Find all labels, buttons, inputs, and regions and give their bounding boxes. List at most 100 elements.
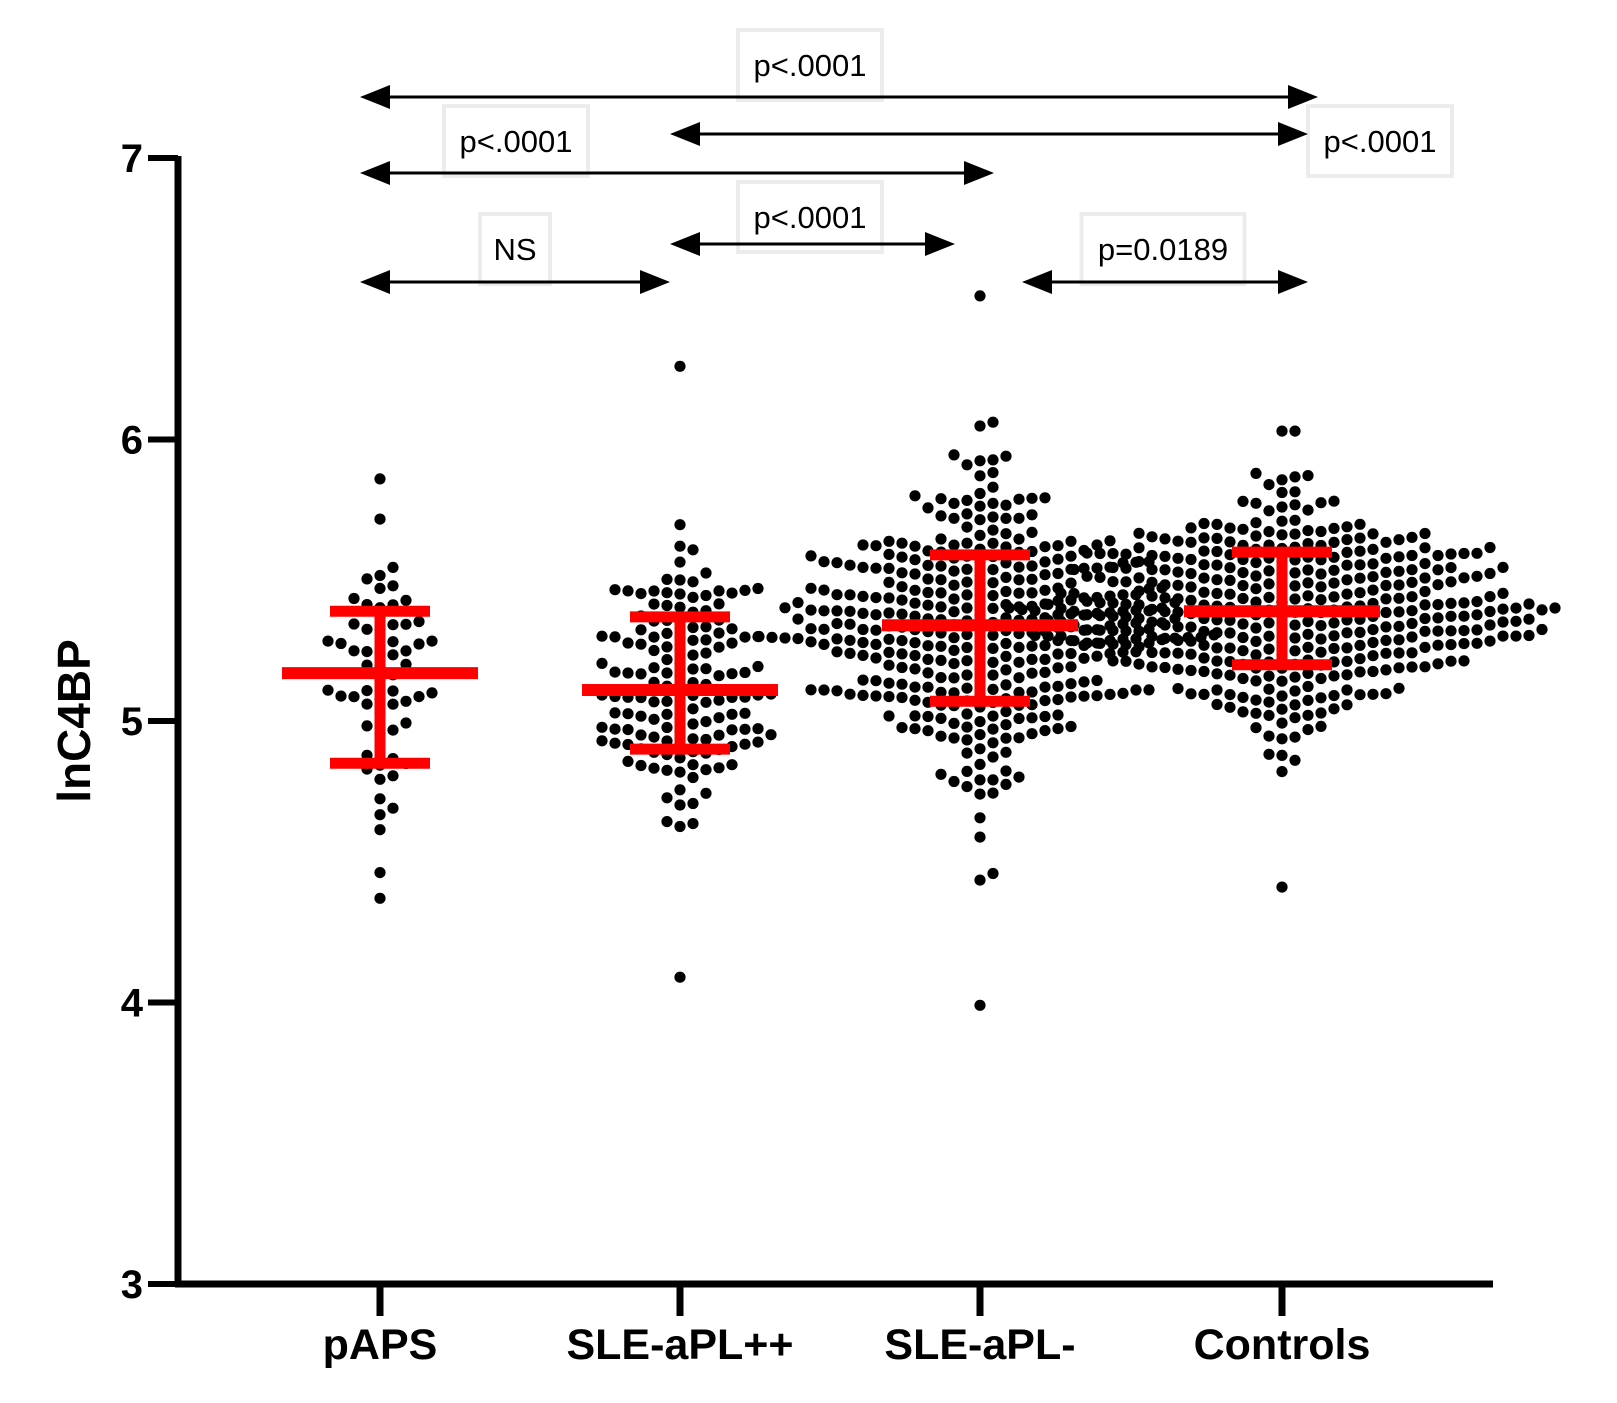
data-point (1104, 688, 1116, 701)
x-tick-label: SLE-aPL++ (566, 1321, 793, 1369)
data-point (609, 737, 621, 749)
data-point (1133, 556, 1145, 568)
data-point (1039, 492, 1051, 504)
data-point (974, 831, 986, 843)
data-point (1393, 534, 1405, 546)
data-point (400, 618, 412, 630)
data-point (1107, 638, 1119, 650)
data-point (1250, 694, 1262, 706)
data-point (739, 707, 751, 719)
data-point (1393, 620, 1405, 633)
data-point (870, 562, 882, 574)
data-point (1315, 707, 1327, 719)
data-point (1263, 730, 1275, 742)
data-point (1276, 881, 1288, 893)
data-point (974, 743, 986, 755)
data-point (1250, 596, 1262, 608)
data-point (726, 587, 738, 599)
data-point (1536, 604, 1548, 616)
data-point (335, 690, 347, 702)
data-point (1000, 512, 1012, 525)
arrow-head (360, 270, 390, 294)
data-point (1276, 690, 1288, 702)
data-point (1302, 724, 1314, 736)
data-point (1026, 653, 1038, 666)
data-point (948, 658, 960, 670)
data-point (1289, 580, 1301, 592)
data-point (635, 668, 647, 680)
y-axis-title: lnC4BP (48, 639, 100, 803)
data-point (1315, 692, 1327, 704)
data-point (1393, 592, 1405, 604)
data-point (1289, 499, 1301, 511)
p-value-box (1079, 212, 1247, 286)
data-point (713, 729, 725, 741)
data-point (739, 738, 751, 750)
data-point (1341, 534, 1353, 546)
data-point (974, 514, 986, 526)
data-point (1432, 549, 1444, 562)
data-point (374, 569, 386, 582)
data-point (687, 576, 699, 588)
data-point (1445, 548, 1457, 560)
data-point (596, 657, 608, 670)
data-point (948, 565, 960, 577)
data-point (1341, 588, 1353, 600)
data-point (1081, 570, 1093, 582)
data-point (1419, 527, 1431, 540)
data-point (674, 601, 686, 613)
data-point (1224, 536, 1236, 548)
data-point (348, 618, 360, 630)
data-point (961, 682, 973, 694)
data-point (1000, 778, 1012, 791)
data-point (1393, 662, 1405, 674)
data-point (387, 685, 399, 697)
data-point (987, 710, 999, 722)
data-point (987, 629, 999, 641)
data-point (1302, 525, 1314, 537)
data-point (1224, 701, 1236, 713)
data-point (961, 629, 973, 641)
data-point (1039, 639, 1051, 652)
data-point (961, 459, 973, 471)
data-point (1484, 605, 1496, 618)
data-point (1276, 425, 1288, 437)
data-point (1211, 532, 1223, 545)
data-point (1237, 580, 1249, 592)
data-point (1026, 667, 1038, 679)
data-point (1289, 619, 1301, 631)
data-point (1354, 653, 1366, 665)
data-point (1341, 655, 1353, 668)
data-point (1120, 562, 1132, 574)
data-point (1000, 650, 1012, 663)
data-point (1341, 559, 1353, 571)
data-point (700, 589, 712, 602)
data-point (1026, 560, 1038, 572)
data-point (1224, 522, 1236, 534)
data-point (1042, 598, 1054, 611)
data-point (1263, 565, 1275, 577)
data-point (1484, 619, 1496, 631)
data-point (818, 684, 830, 696)
data-point (1237, 618, 1249, 630)
data-point (1133, 572, 1145, 584)
p-value-label: p<.0001 (460, 124, 573, 159)
data-point (974, 420, 986, 432)
data-point (752, 660, 764, 673)
data-point (739, 584, 751, 597)
data-point (1419, 612, 1431, 625)
data-point (687, 818, 699, 830)
data-point (961, 508, 973, 520)
data-point (1380, 621, 1392, 633)
data-point (1406, 605, 1418, 617)
data-point (1159, 606, 1171, 618)
data-point (1000, 679, 1012, 691)
data-point (1026, 712, 1038, 724)
data-point (909, 650, 921, 662)
data-point (1052, 694, 1064, 706)
data-point (648, 713, 660, 725)
data-point (883, 710, 895, 722)
data-point (687, 703, 699, 715)
data-point (961, 576, 973, 588)
